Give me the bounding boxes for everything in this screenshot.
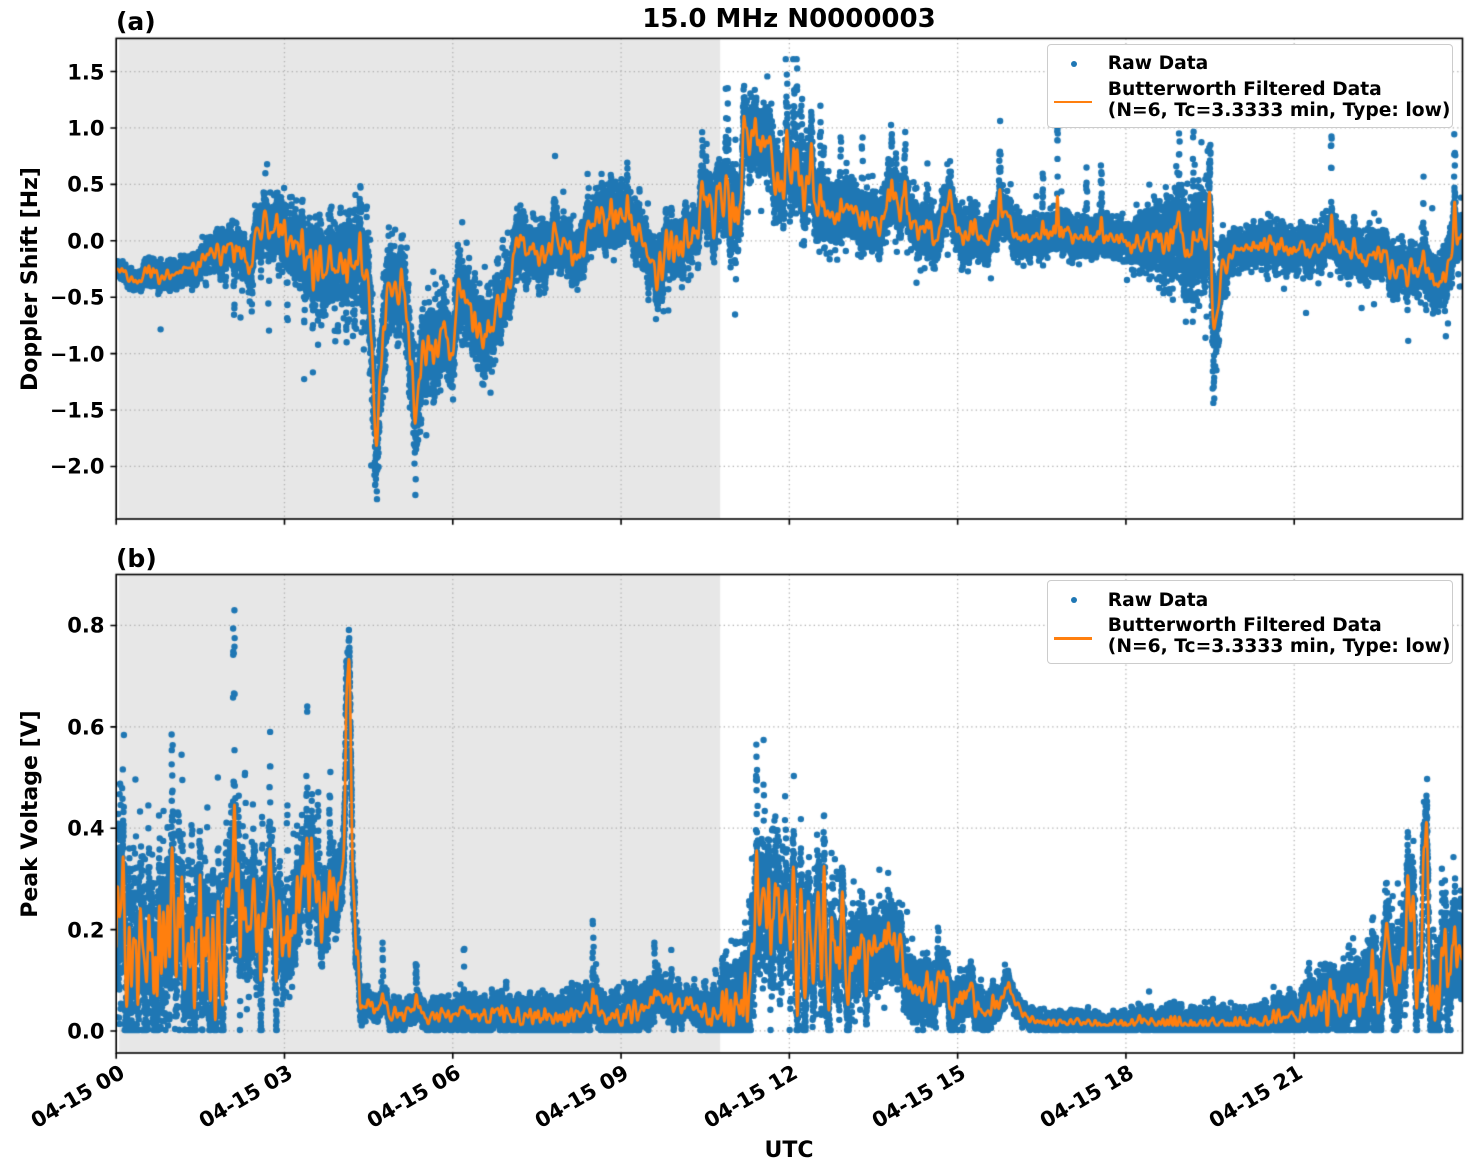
y-tick-label: −1.5: [49, 398, 105, 423]
legend-filtered-marker-line: [1054, 636, 1093, 640]
figure-title: 15.0 MHz N0000003: [642, 4, 936, 35]
x-axis-label: UTC: [764, 1137, 814, 1163]
legend-raw-label: Raw Data: [1107, 53, 1209, 75]
y-tick-label: 1.0: [67, 116, 105, 141]
panel-b-label: (b): [116, 544, 157, 574]
y-tick-label: −1.0: [49, 342, 105, 367]
y-tick-label: 0.2: [67, 918, 105, 943]
legend-raw-marker-dot: [1070, 60, 1077, 67]
y-tick-label: −2.0: [49, 454, 105, 479]
y-tick-label: 0.8: [67, 613, 105, 638]
y-tick-label: 0.6: [67, 715, 105, 740]
legend-panel-a: Raw Data Butterworth Filtered Data (N=6, …: [1047, 44, 1454, 129]
legend-panel-b: Raw Data Butterworth Filtered Data (N=6, …: [1047, 580, 1454, 665]
y-tick-label: 0.4: [67, 816, 105, 841]
y-tick-label: 0.0: [67, 229, 105, 254]
legend-filtered-label: Butterworth Filtered Data (N=6, Tc=3.333…: [1107, 79, 1451, 121]
y-tick-label: 0.5: [67, 172, 105, 197]
legend-raw-marker-dot: [1070, 596, 1077, 604]
legend-filtered-label: Butterworth Filtered Data (N=6, Tc=3.333…: [1107, 615, 1451, 657]
legend-filtered-marker-line: [1054, 100, 1093, 104]
panel-a-label: (a): [116, 7, 156, 37]
y-tick-label: −0.5: [49, 285, 105, 310]
panel-b-ylabel: Peak Voltage [V]: [18, 710, 43, 918]
legend-raw-label: Raw Data: [1107, 589, 1209, 611]
y-tick-label: 1.5: [67, 60, 105, 85]
y-tick-label: 0.0: [67, 1019, 105, 1044]
